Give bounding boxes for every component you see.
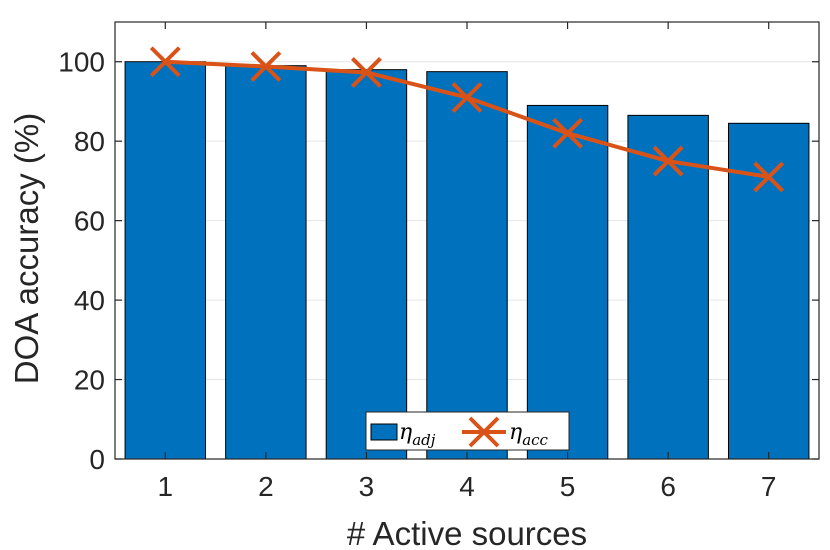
x-marker [552, 117, 583, 149]
x-tick-label: 1 [157, 471, 173, 502]
bar [627, 114, 709, 460]
x-tick-label: 7 [761, 471, 777, 502]
x-marker [351, 57, 382, 88]
x-axis-title: # Active sources [347, 515, 587, 550]
legend-swatch-line [462, 416, 506, 448]
x-tick-label: 5 [560, 471, 576, 502]
line-series [149, 46, 785, 193]
axes [114, 21, 820, 460]
bar [526, 104, 609, 460]
bar-series [124, 61, 810, 460]
y-tick-label: 0 [89, 444, 105, 475]
y-tick-label: 20 [74, 365, 105, 396]
legend-swatch-bar [370, 423, 398, 441]
x-marker [451, 82, 483, 113]
x-marker [149, 46, 181, 78]
y-tick-label: 60 [74, 206, 105, 237]
x-marker [753, 161, 785, 193]
legend-label: ηacc [509, 420, 549, 449]
bar [325, 69, 408, 460]
tick-labels: 0 20 40 60 80 100 1 2 3 4 5 6 7 [58, 47, 776, 502]
x-marker [652, 145, 684, 177]
legend-label: ηadj [399, 420, 436, 449]
x-tick-label: 2 [258, 471, 274, 502]
bar [225, 65, 307, 460]
x-tick-label: 6 [660, 471, 676, 502]
x-tick-label: 3 [359, 471, 375, 502]
x-marker [250, 51, 282, 82]
y-tick-label: 40 [74, 285, 105, 316]
y-tick-label: 100 [58, 47, 105, 78]
legend: ηadj ηacc [365, 411, 570, 451]
y-tick-label: 80 [74, 126, 105, 157]
bar [426, 71, 508, 460]
bar [124, 61, 207, 460]
y-axis-title: DOA accuracy (%) [8, 113, 45, 384]
x-tick-label: 4 [459, 471, 475, 502]
